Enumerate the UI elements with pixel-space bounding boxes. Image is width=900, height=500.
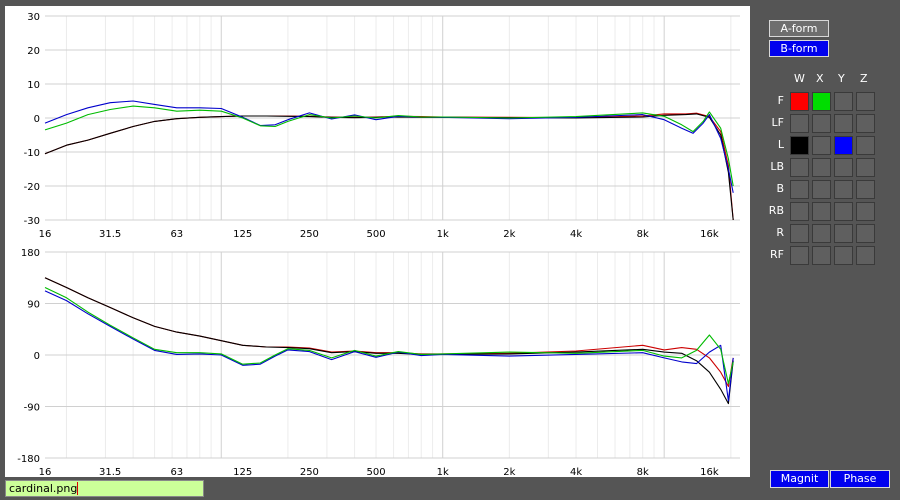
cell-l-z[interactable]	[856, 136, 875, 155]
cell-f-z[interactable]	[856, 92, 875, 111]
phase-x-tick-label: 63	[170, 467, 183, 477]
row-label-lb: LB	[770, 160, 784, 173]
cell-r-y[interactable]	[834, 224, 853, 243]
row-label-r: R	[776, 226, 784, 239]
magnitude-x-tick-label: 2k	[503, 229, 515, 240]
cell-lf-w[interactable]	[790, 114, 809, 133]
phase-x-tick-label: 2k	[503, 467, 515, 477]
magnitude-y-tick-label: -30	[24, 216, 40, 227]
filename-text: cardinal.png	[9, 482, 78, 495]
phase-x-tick-label: 4k	[570, 467, 582, 477]
cell-r-x[interactable]	[812, 224, 831, 243]
cell-l-x[interactable]	[812, 136, 831, 155]
row-label-rf: RF	[770, 248, 784, 261]
plots-canvas: -30 -20 -10 0 10 20 30 16 31.5 63 125 250 500 1k 2k 4k 8…	[17, 12, 740, 477]
row-label-f: F	[777, 94, 784, 107]
cell-lf-z[interactable]	[856, 114, 875, 133]
magnitude-x-tick-label: 500	[366, 229, 385, 240]
cell-l-w[interactable]	[790, 136, 809, 155]
cell-l-y[interactable]	[834, 136, 853, 155]
magnitude-y-tick-label: 10	[27, 80, 40, 91]
magnitude-x-tick-label: 16	[39, 229, 52, 240]
cell-rf-y[interactable]	[834, 246, 853, 265]
row-label-rb: RB	[768, 204, 784, 217]
text-cursor	[77, 482, 79, 495]
phase-series-line	[44, 287, 734, 385]
magnitude-x-tick-label: 31.5	[99, 229, 121, 240]
cell-b-z[interactable]	[856, 180, 875, 199]
magnitude-series-line	[44, 100, 734, 193]
magnitude-y-tick-label: 30	[27, 12, 40, 23]
phase-y-tick-label: 0	[34, 351, 40, 362]
magnitude-y-tick-label: -10	[24, 148, 40, 159]
cell-f-y[interactable]	[834, 92, 853, 111]
magnitude-x-tick-label: 8k	[637, 229, 649, 240]
magnitude-x-tick-label: 1k	[437, 229, 449, 240]
phase-y-tick-label: -90	[24, 403, 40, 414]
phase-x-tick-label: 31.5	[99, 467, 121, 477]
cell-r-z[interactable]	[856, 224, 875, 243]
cell-lf-y[interactable]	[834, 114, 853, 133]
cell-lb-z[interactable]	[856, 158, 875, 177]
magnitude-button[interactable]: Magnit	[770, 470, 829, 488]
plot-panel: -30 -20 -10 0 10 20 30 16 31.5 63 125 250 500 1k 2k 4k 8…	[5, 6, 750, 477]
row-label-b: B	[776, 182, 784, 195]
row-label-lf: LF	[771, 116, 784, 129]
phase-series-line	[44, 290, 734, 402]
column-label-w: W	[794, 72, 805, 85]
phase-y-tick-label: -180	[17, 454, 40, 465]
column-label-x: X	[816, 72, 824, 85]
cell-r-w[interactable]	[790, 224, 809, 243]
filename-input[interactable]: cardinal.png	[5, 480, 204, 497]
magnitude-series-line	[44, 113, 734, 221]
cell-b-y[interactable]	[834, 180, 853, 199]
cell-rb-y[interactable]	[834, 202, 853, 221]
magnitude-x-tick-label: 4k	[570, 229, 582, 240]
b-form-button[interactable]: B-form	[769, 40, 829, 57]
phase-x-tick-label: 16	[39, 467, 52, 477]
phase-x-tick-label: 8k	[637, 467, 649, 477]
column-label-y: Y	[838, 72, 845, 85]
magnitude-x-tick-label: 63	[170, 229, 183, 240]
phase-x-tick-label: 16k	[700, 467, 719, 477]
cell-lb-x[interactable]	[812, 158, 831, 177]
cell-lf-x[interactable]	[812, 114, 831, 133]
cell-b-x[interactable]	[812, 180, 831, 199]
magnitude-y-tick-label: 0	[34, 114, 40, 125]
magnitude-series-line	[44, 105, 734, 187]
phase-x-tick-label: 1k	[437, 467, 449, 477]
magnitude-y-tick-label: 20	[27, 46, 40, 57]
magnitude-x-tick-label: 250	[300, 229, 319, 240]
phase-button[interactable]: Phase	[830, 470, 890, 488]
column-label-z: Z	[860, 72, 868, 85]
cell-rf-z[interactable]	[856, 246, 875, 265]
magnitude-x-tick-label: 16k	[700, 229, 719, 240]
magnitude-x-tick-label: 125	[233, 229, 252, 240]
phase-y-tick-label: 90	[27, 300, 40, 311]
cell-rb-z[interactable]	[856, 202, 875, 221]
a-form-button[interactable]: A-form	[769, 20, 829, 37]
phase-x-tick-label: 250	[300, 467, 319, 477]
cell-rb-w[interactable]	[790, 202, 809, 221]
magnitude-y-tick-label: -20	[24, 182, 40, 193]
cell-f-x[interactable]	[812, 92, 831, 111]
cell-f-w[interactable]	[790, 92, 809, 111]
phase-x-tick-label: 500	[366, 467, 385, 477]
row-label-l: L	[777, 138, 784, 151]
cell-rf-x[interactable]	[812, 246, 831, 265]
cell-rf-w[interactable]	[790, 246, 809, 265]
cell-lb-y[interactable]	[834, 158, 853, 177]
cell-rb-x[interactable]	[812, 202, 831, 221]
phase-y-tick-label: 180	[21, 248, 40, 259]
cell-lb-w[interactable]	[790, 158, 809, 177]
cell-b-w[interactable]	[790, 180, 809, 199]
phase-x-tick-label: 125	[233, 467, 252, 477]
